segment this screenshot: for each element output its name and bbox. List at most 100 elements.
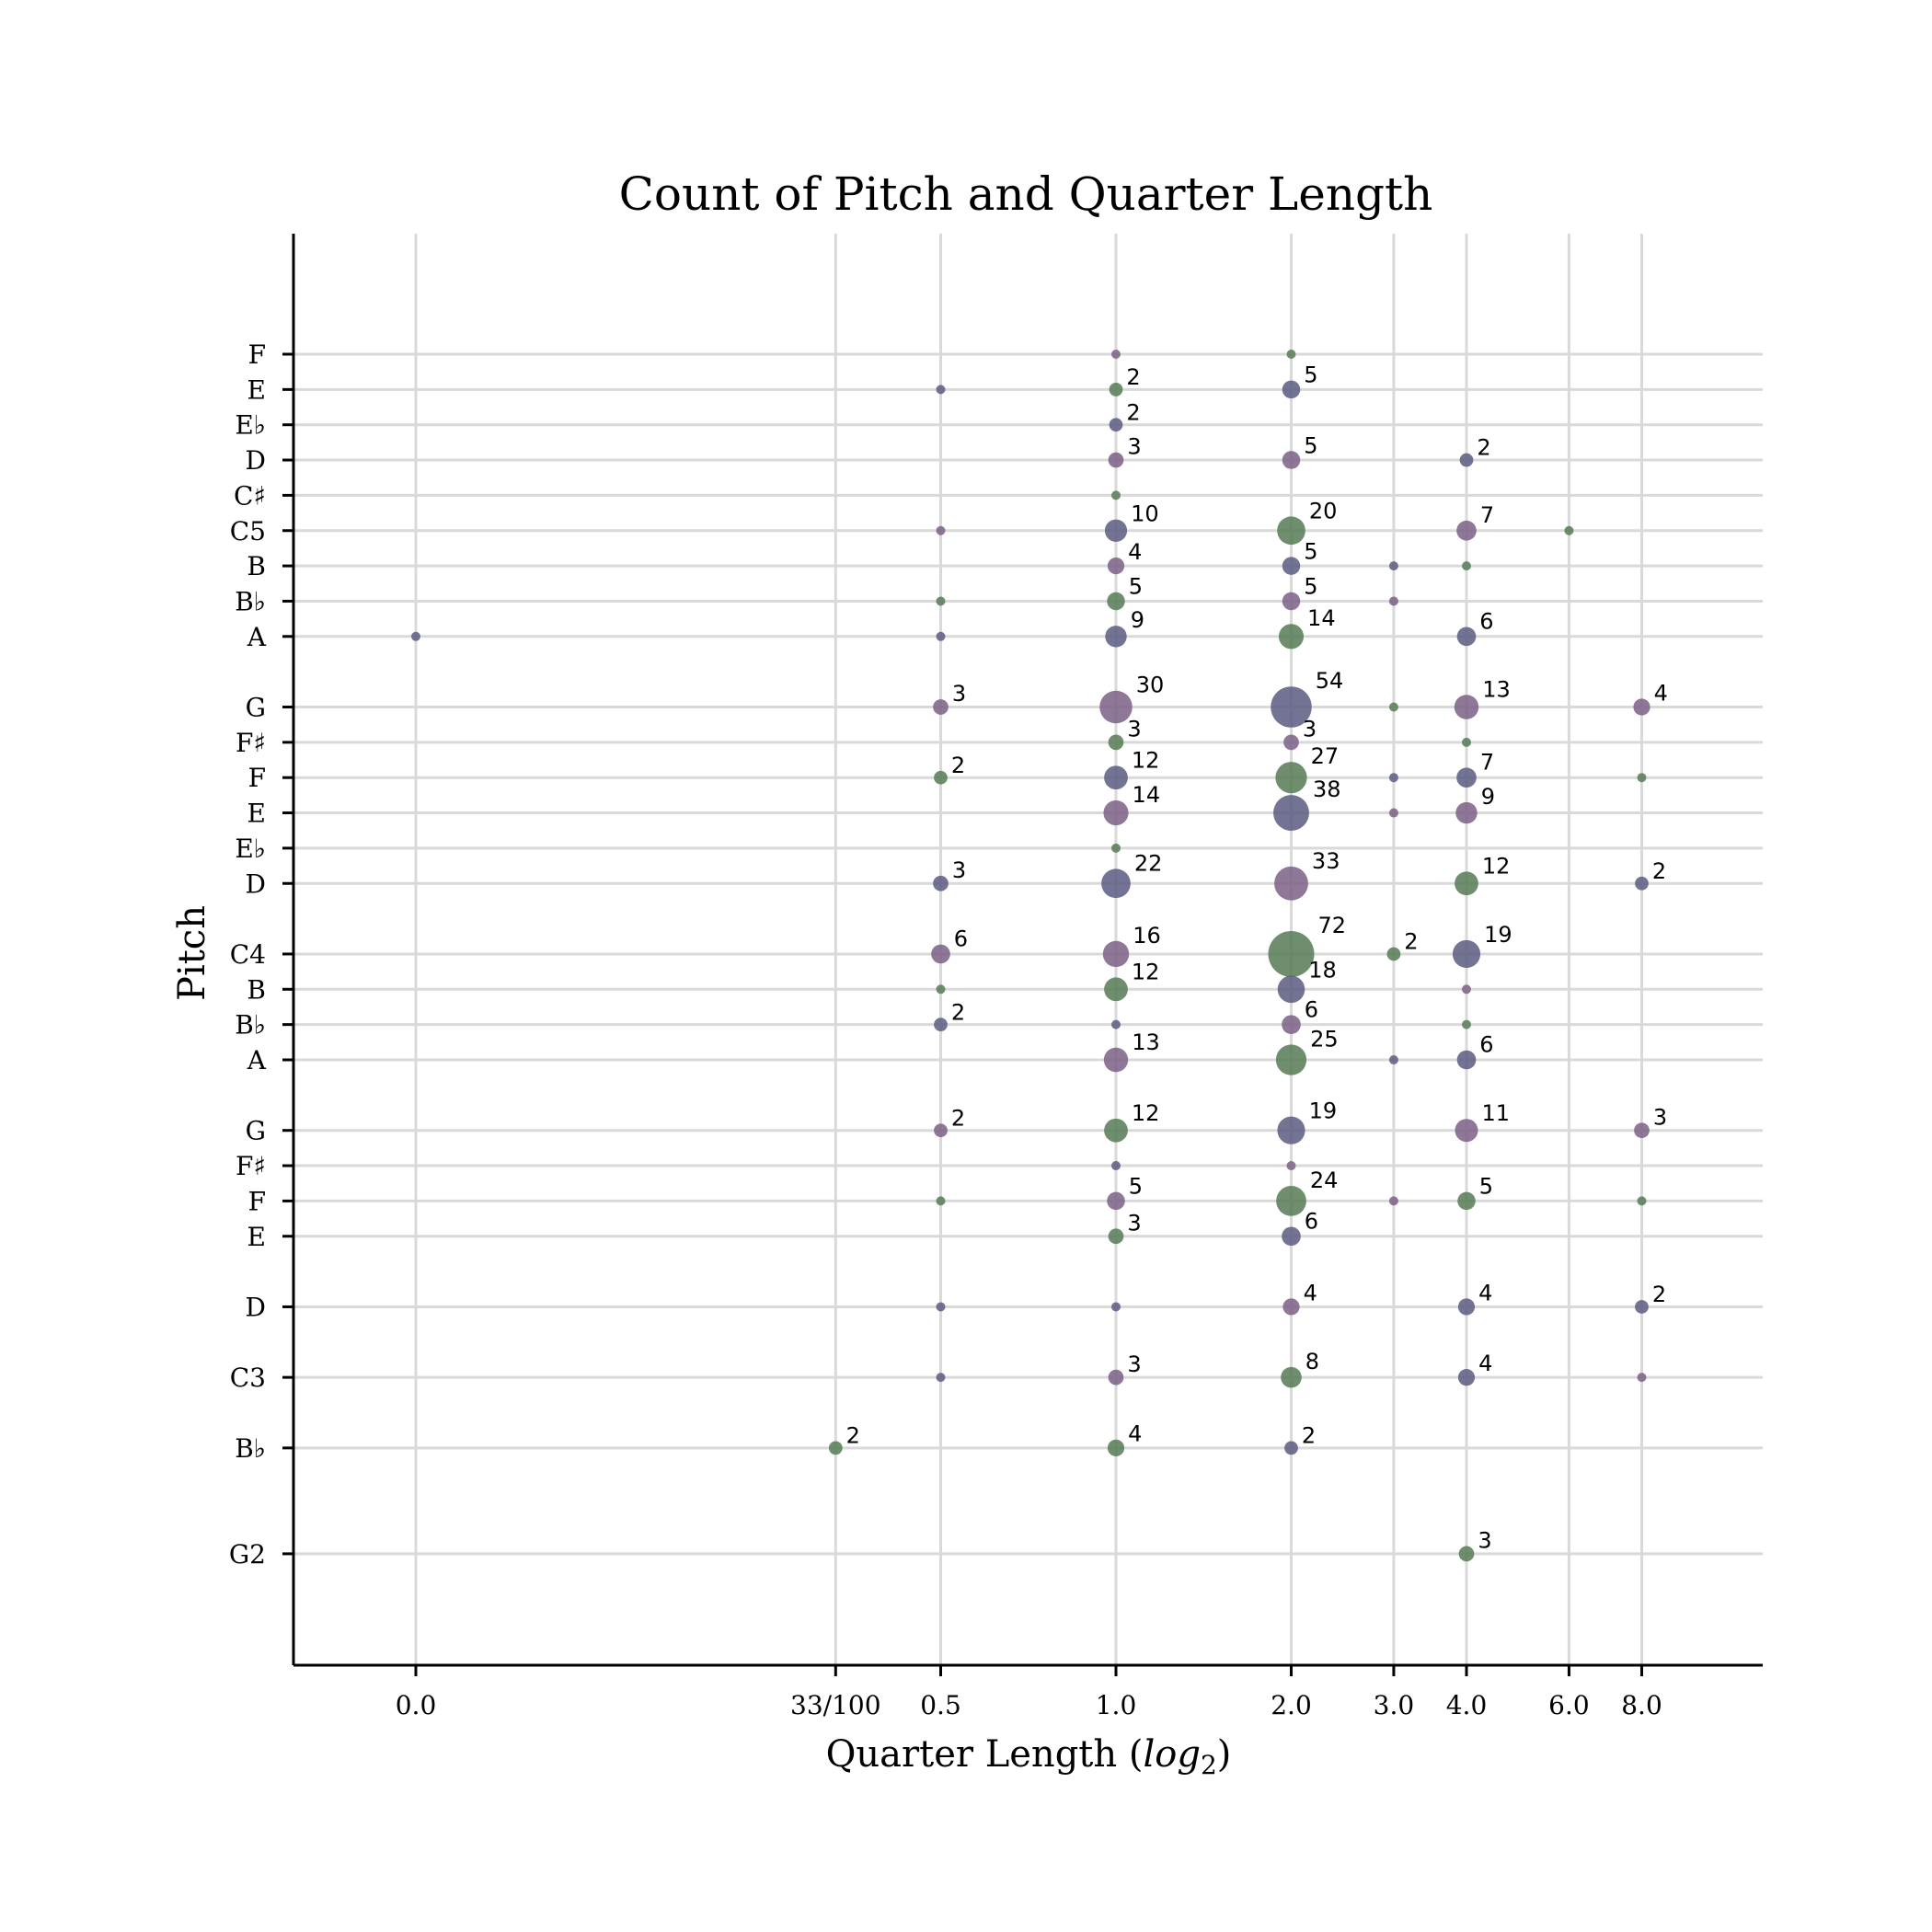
- data-label: 19: [1484, 922, 1512, 948]
- data-point: [1455, 1119, 1478, 1143]
- data-label: 6: [1479, 608, 1493, 634]
- data-label: 18: [1308, 958, 1337, 983]
- data-point: [1111, 1019, 1121, 1029]
- data-point: [1282, 1226, 1301, 1247]
- data-point: [828, 1441, 843, 1455]
- data-point: [1458, 1546, 1475, 1562]
- data-point: [1104, 977, 1128, 1002]
- data-point: [936, 596, 946, 606]
- data-point: [1271, 686, 1312, 728]
- data-point: [1111, 1302, 1121, 1312]
- y-tick-label: E♭: [235, 834, 266, 864]
- data-point: [1388, 1196, 1398, 1206]
- data-label: 3: [1478, 1528, 1491, 1554]
- data-point: [1457, 1191, 1476, 1211]
- data-point: [1276, 1186, 1306, 1216]
- data-point: [1286, 1161, 1296, 1171]
- y-tick-label: E: [247, 1222, 266, 1252]
- data-label: 16: [1133, 923, 1161, 949]
- data-label: 2: [846, 1422, 860, 1448]
- x-axis-ticks: 0.0 33/100 0.5 1.0 2.0 3.0 4.0 6.0 8.0: [396, 1665, 1662, 1720]
- data-label: 3: [952, 681, 966, 707]
- data-point: [1102, 940, 1130, 968]
- data-label: 7: [1480, 749, 1494, 775]
- data-point: [1282, 592, 1301, 611]
- data-label: 2: [951, 999, 965, 1025]
- data-label: 2: [1404, 929, 1418, 955]
- data-point: [1104, 765, 1128, 790]
- data-label: 2: [1126, 364, 1140, 390]
- data-label: 9: [1131, 607, 1144, 633]
- data-point: [1108, 1228, 1124, 1245]
- data-point: [1462, 984, 1471, 995]
- data-point: [1282, 1015, 1301, 1034]
- data-label: 8: [1305, 1349, 1319, 1374]
- data-label: 6: [1305, 1208, 1318, 1234]
- data-label: 9: [1481, 784, 1495, 810]
- data-label: 3: [1127, 716, 1141, 742]
- data-point: [1455, 871, 1478, 896]
- data-point: [1103, 1047, 1129, 1073]
- y-tick-label: F: [248, 1186, 266, 1216]
- y-axis-title: Pitch: [171, 905, 213, 1001]
- data-point: [1281, 1366, 1302, 1388]
- data-label: 4: [1478, 1280, 1492, 1305]
- data-label: 72: [1318, 913, 1347, 938]
- x-axis-title-text: Quarter Length (: [826, 1733, 1144, 1776]
- data-point: [1283, 734, 1299, 751]
- data-point: [1454, 695, 1479, 719]
- data-label: 4: [1654, 680, 1668, 706]
- x-tick-label: 33/100: [790, 1690, 881, 1720]
- data-point: [1275, 1044, 1307, 1075]
- data-point: [1111, 1161, 1121, 1171]
- data-point: [1099, 690, 1133, 724]
- x-tick-label: 0.5: [920, 1690, 961, 1720]
- y-tick-label: F♯: [236, 728, 266, 758]
- data-label: 3: [1653, 1104, 1667, 1130]
- data-point: [1107, 557, 1125, 575]
- y-tick-label: E: [247, 374, 266, 405]
- x-tick-label: 6.0: [1548, 1690, 1590, 1720]
- data-point: [1282, 1298, 1300, 1316]
- data-point: [936, 984, 946, 995]
- y-tick-label: C4: [230, 939, 266, 970]
- y-tick-label: C♯: [234, 480, 266, 511]
- chart-title: Count of Pitch and Quarter Length: [619, 167, 1433, 221]
- data-label: 19: [1309, 1098, 1338, 1124]
- data-point: [1462, 561, 1471, 571]
- data-label: 12: [1132, 1100, 1160, 1126]
- data-point: [1277, 975, 1305, 1004]
- data-point: [1107, 592, 1125, 611]
- data-label: 5: [1304, 362, 1317, 388]
- data-point: [1457, 1298, 1476, 1316]
- data-point: [1457, 1369, 1476, 1386]
- data-label: 5: [1304, 574, 1317, 600]
- y-tick-label: B: [247, 551, 266, 581]
- y-tick-label: E: [247, 799, 266, 829]
- data-label: 5: [1479, 1174, 1493, 1200]
- data-label: 3: [1127, 1351, 1141, 1377]
- x-tick-label: 0.0: [396, 1690, 437, 1720]
- data-point: [1107, 1191, 1125, 1211]
- data-point: [1388, 773, 1398, 783]
- data-point: [1456, 767, 1477, 788]
- data-point: [936, 525, 946, 535]
- data-point: [1388, 808, 1398, 818]
- data-point: [1111, 350, 1121, 359]
- data-point: [1637, 1196, 1647, 1206]
- data-point: [936, 1196, 946, 1206]
- data-point: [1637, 1373, 1647, 1383]
- data-point: [1286, 350, 1296, 359]
- y-tick-label: B♭: [235, 1010, 266, 1041]
- data-point: [1388, 596, 1398, 606]
- data-point: [1268, 930, 1315, 977]
- x-tick-label: 1.0: [1096, 1690, 1137, 1720]
- x-tick-label: 4.0: [1446, 1690, 1488, 1720]
- data-point: [1455, 801, 1478, 824]
- data-label: 2: [1652, 858, 1666, 884]
- data-point: [1111, 843, 1121, 853]
- x-axis-title-log: log: [1143, 1733, 1200, 1776]
- data-point: [933, 699, 949, 715]
